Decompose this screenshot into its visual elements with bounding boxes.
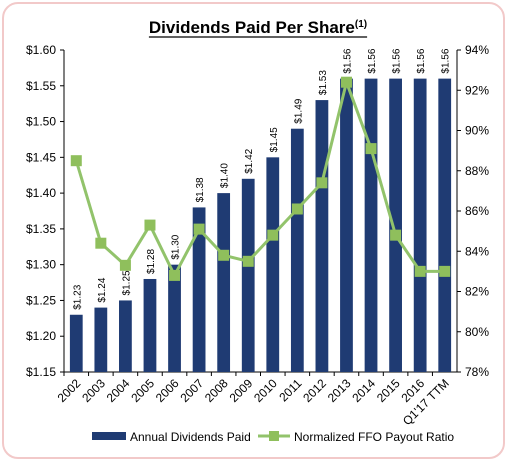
chart-title-superscript: (1) <box>355 19 367 30</box>
x-tick-label: 2011 <box>276 376 304 404</box>
bar-data-label: $1.56 <box>392 48 403 73</box>
payout-ratio-marker <box>193 223 205 235</box>
x-tick-label: 2002 <box>55 376 84 405</box>
y-left-tick-label: $1.35 <box>26 222 56 236</box>
x-tick-label: 2010 <box>251 376 280 405</box>
bar-data-label: $1.28 <box>146 249 157 274</box>
payout-ratio-marker <box>316 177 328 189</box>
legend-swatch-marker <box>269 431 279 441</box>
bar <box>192 207 206 372</box>
bar-data-label: $1.49 <box>293 98 304 123</box>
bar <box>241 178 255 372</box>
payout-ratio-marker <box>218 249 230 261</box>
bar-data-label: $1.30 <box>171 234 182 259</box>
bar <box>438 78 452 372</box>
y-left-tick-label: $1.55 <box>26 79 56 93</box>
bar <box>217 193 231 372</box>
payout-ratio-marker <box>439 265 451 277</box>
x-tick-label: 2004 <box>104 376 133 405</box>
payout-ratio-marker <box>119 259 131 271</box>
bar-data-label: $1.53 <box>318 70 329 95</box>
x-tick-label: 2013 <box>325 376 354 405</box>
y-right-tick-label: 86% <box>465 204 489 218</box>
payout-ratio-marker <box>390 229 402 241</box>
bar-data-label: $1.38 <box>195 177 206 202</box>
y-left-tick-label: $1.60 <box>26 43 56 57</box>
y-right-tick-label: 92% <box>465 83 489 97</box>
y-right-tick-label: 90% <box>465 124 489 138</box>
payout-ratio-line <box>74 80 445 277</box>
bar <box>340 78 353 372</box>
bar-data-label: $1.45 <box>269 127 280 152</box>
y-left-tick-label: $1.50 <box>26 115 56 129</box>
y-right-tick-label: 78% <box>465 365 489 379</box>
bar <box>290 128 304 372</box>
bar <box>413 78 427 372</box>
payout-ratio-marker <box>340 76 352 88</box>
x-tick-label: 2015 <box>374 376 403 405</box>
bar <box>94 307 108 372</box>
y-left-tick-label: $1.45 <box>26 150 56 164</box>
x-tick-label: 2014 <box>349 376 378 405</box>
legend: Annual Dividends Paid Normalized FFO Pay… <box>92 430 454 444</box>
x-tick-label: 2005 <box>128 376 157 405</box>
bar <box>315 100 329 372</box>
plot-area: $1.15 $1.20 $1.25 $1.30 $1.35 $1.40 $1.45 $1.50… <box>26 43 489 428</box>
payout-ratio-marker <box>95 237 107 249</box>
bar <box>266 157 280 372</box>
x-tick-label: 2009 <box>227 376 256 405</box>
x-tick-label: 2012 <box>300 376 329 405</box>
bar-data-label: $1.42 <box>244 148 255 173</box>
y-right-tick-label: 94% <box>465 43 489 57</box>
payout-ratio-marker <box>144 219 156 231</box>
bar-data-label: $1.56 <box>416 48 427 73</box>
bar-data-label: $1.25 <box>121 270 132 295</box>
y-right-tick-label: 84% <box>465 244 489 258</box>
legend-swatch-bars <box>92 432 126 440</box>
x-tick-label: 2008 <box>202 376 231 405</box>
chart-title: Dividends Paid Per Share(1) <box>149 18 367 37</box>
bar-data-label: $1.24 <box>97 277 108 302</box>
y-left-tick-label: $1.25 <box>26 293 56 307</box>
bar <box>119 300 132 372</box>
legend-label-bars: Annual Dividends Paid <box>130 430 251 444</box>
bar-data-label: $1.56 <box>441 48 452 73</box>
payout-ratio-marker <box>242 255 254 267</box>
bar-data-label: $1.23 <box>72 284 83 309</box>
payout-ratio-marker <box>291 203 303 215</box>
y-left-tick-label: $1.30 <box>26 258 56 272</box>
bar <box>168 264 181 372</box>
y-right-tick-label: 82% <box>465 285 489 299</box>
bar <box>69 314 83 372</box>
payout-ratio-marker <box>70 155 82 167</box>
y-left-tick-label: $1.20 <box>26 329 56 343</box>
chart-title-main: Dividends Paid Per Share <box>149 18 355 37</box>
bar-data-label: $1.56 <box>342 48 353 73</box>
bar-data-label: $1.56 <box>367 48 378 73</box>
bar <box>389 78 402 372</box>
payout-ratio-marker <box>414 265 426 277</box>
bar-data-label: $1.40 <box>220 163 231 188</box>
x-tick-label: 2007 <box>177 376 206 405</box>
y-right-tick-label: 80% <box>465 325 489 339</box>
payout-ratio-marker <box>169 269 181 281</box>
x-tick-label: 2006 <box>153 376 182 405</box>
bar <box>364 78 378 372</box>
y-left-tick-label: $1.40 <box>26 186 56 200</box>
x-tick-label: 2003 <box>79 376 108 405</box>
y-right-tick-label: 88% <box>465 164 489 178</box>
bar <box>143 278 157 372</box>
payout-ratio-marker <box>267 229 279 241</box>
legend-label-line: Normalized FFO Payout Ratio <box>294 430 454 444</box>
y-left-tick-label: $1.15 <box>26 365 56 379</box>
payout-ratio-marker <box>365 143 377 155</box>
